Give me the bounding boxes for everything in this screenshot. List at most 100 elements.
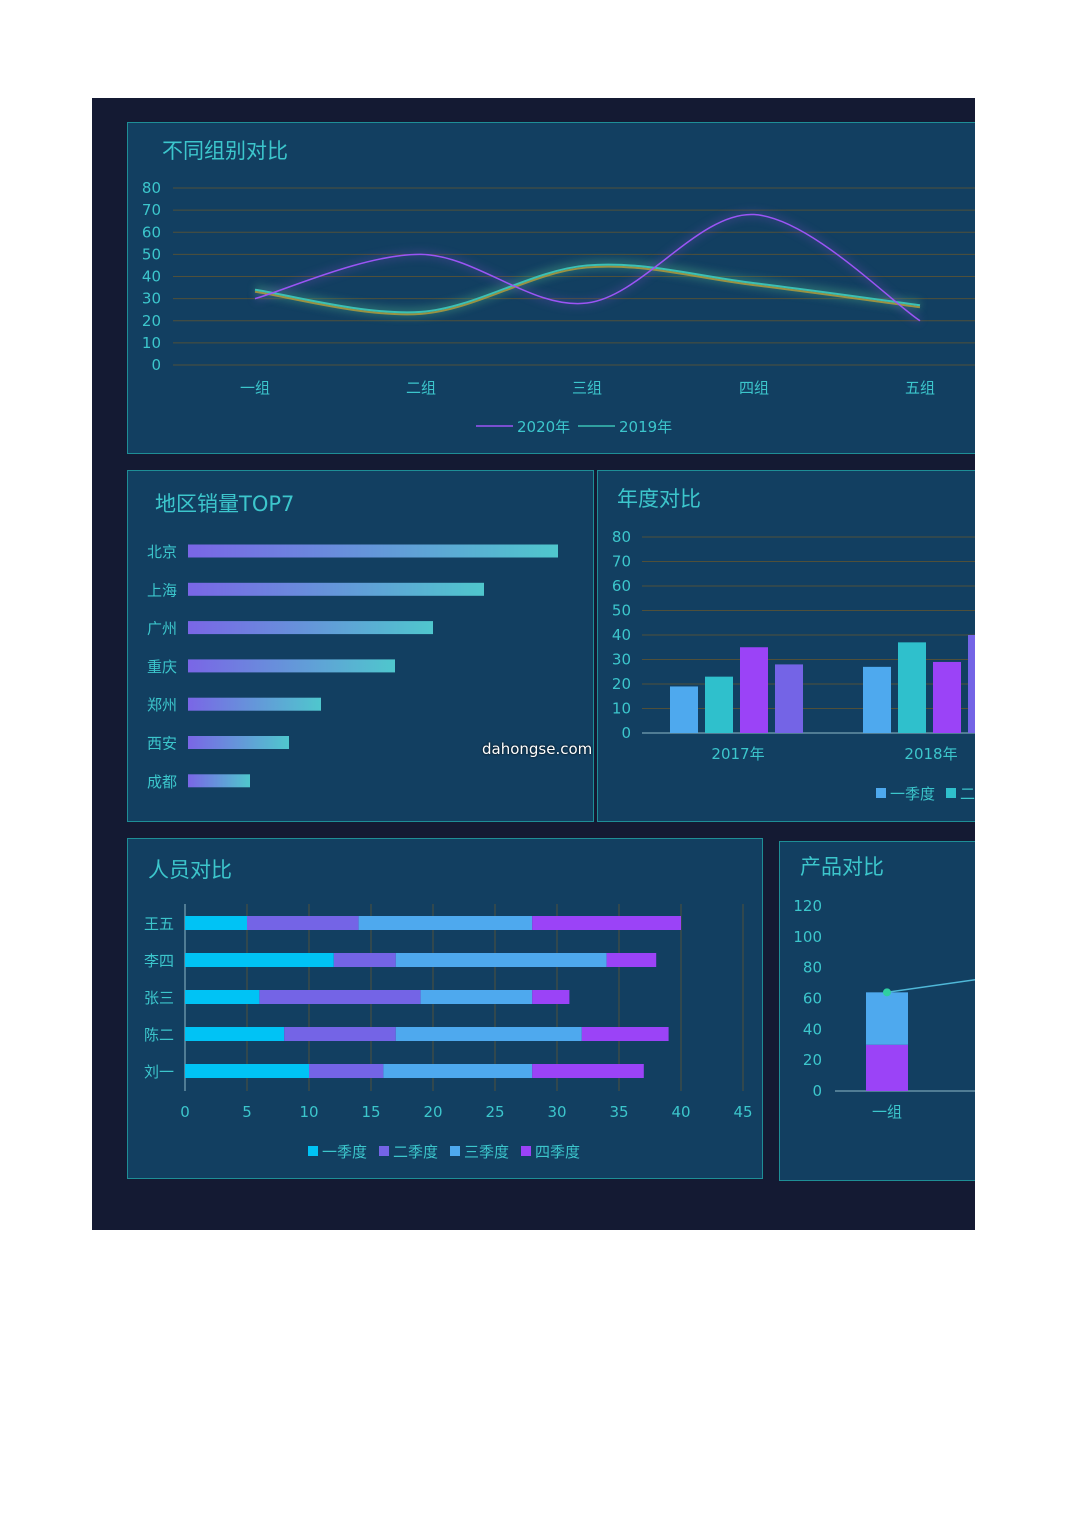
region-bar [188,582,484,596]
x-tick-label: 三组 [572,379,602,397]
region-bar [188,544,558,558]
series-line-2019-shade [254,265,921,316]
people-bar-segment [259,990,421,1004]
y-tick-label: 60 [803,990,822,1008]
y-tick-label: 80 [612,528,631,546]
y-tick-label: 60 [142,223,161,241]
y-tick-label: 0 [151,356,161,374]
y-tick-label: 20 [803,1051,822,1069]
x-tick-label: 2018年 [904,745,957,763]
category-label: 刘一 [144,1063,174,1081]
people-bar-segment [185,916,247,930]
legend-label: 2020年 [517,418,570,436]
people-bar-segment [606,953,657,967]
product-comparison-panel: 产品对比 0 20 40 60 80 100 120 一组 [779,841,975,1181]
y-tick-label: 100 [793,928,822,946]
people-bar-segment [420,990,533,1004]
x-tick-label: 10 [299,1103,318,1121]
category-label: 李四 [144,952,174,970]
y-tick-label: 50 [612,602,631,620]
legend-label: 二季度 [960,785,975,803]
region-bar [188,659,395,673]
people-bar-segment [581,1027,669,1041]
year-bar [933,661,961,733]
y-tick-label: 30 [142,290,161,308]
people-comparison-panel: 人员对比 0 5 10 15 20 25 30 35 40 45 王五 李四 张三 陈二 刘一 一季度 二季度 三… [127,838,763,1179]
y-tick-label: 0 [621,724,631,742]
year-column-chart: 010203040506070802017年2018年一季度二季度三季度四季度 [612,528,975,803]
legend-swatch [308,1146,318,1156]
people-bar-segment [185,1027,285,1041]
panel-title: 产品对比 [800,855,884,879]
product-line [886,979,975,994]
people-bar-segment [395,953,607,967]
people-bar-segment [284,1027,396,1041]
legend-swatch [450,1146,460,1156]
series-line-2020 [254,213,921,322]
y-tick-label: 10 [142,334,161,352]
series-line-2019 [254,263,921,314]
y-tick-label: 20 [142,312,161,330]
y-tick-label: 30 [612,651,631,669]
people-bar-segment [532,990,570,1004]
x-tick-label: 四组 [739,379,769,397]
category-label: 西安 [147,735,177,753]
year-bar [968,635,975,733]
category-label: 张三 [144,989,174,1007]
group-line-chart: 0 10 20 30 40 50 60 70 80 一组 二组 三组 四组 五组 2020年 2019年 [142,179,975,436]
people-bar-segment [532,916,681,930]
product-line-point [883,988,891,997]
x-tick-label: 5 [242,1103,252,1121]
year-bar [775,664,803,733]
category-label: 广州 [147,620,177,638]
people-bar-segment [185,953,334,967]
y-tick-label: 70 [142,201,161,219]
legend-label: 一季度 [322,1143,367,1161]
y-tick-label: 10 [612,700,631,718]
dashboard: 不同组别对比 0 10 20 30 40 50 60 70 80 一组 二组 三组 四组 五组 2020年 2… [92,98,975,1230]
legend-swatch [521,1146,531,1156]
product-combo-chart: 0 20 40 60 80 100 120 一组 [793,897,975,1121]
panel-title: 年度对比 [617,487,701,511]
people-bar-segment [185,990,260,1004]
panel-title: 地区销量TOP7 [155,492,295,516]
panel-title: 不同组别对比 [162,139,288,163]
group-comparison-panel: 不同组别对比 0 10 20 30 40 50 60 70 80 一组 二组 三组 四组 五组 2020年 2… [127,122,975,454]
x-tick-label: 15 [361,1103,380,1121]
legend-label: 三季度 [464,1143,509,1161]
year-bar [740,647,768,733]
legend-label: 四季度 [535,1143,580,1161]
y-tick-label: 40 [803,1020,822,1038]
y-tick-label: 0 [812,1082,822,1100]
x-tick-label: 20 [423,1103,442,1121]
legend-label: 2019年 [619,418,672,436]
x-tick-label: 40 [671,1103,690,1121]
year-bar [863,666,891,733]
x-tick-label: 30 [547,1103,566,1121]
legend-swatch [876,788,886,798]
x-tick-label: 一组 [240,379,270,397]
category-label: 重庆 [147,658,177,676]
y-tick-label: 120 [793,897,822,915]
y-tick-label: 80 [142,179,161,197]
y-tick-label: 70 [612,553,631,571]
region-bar [188,736,289,749]
region-top7-panel: 地区销量TOP7 北京 上海 广州 重庆 郑州 西安 成都 [127,470,594,822]
legend-swatch [379,1146,389,1156]
y-tick-label: 50 [142,245,161,263]
watermark-text: dahongse.com [482,740,593,758]
x-tick-label: 五组 [905,379,935,397]
y-tick-label: 80 [803,959,822,977]
region-bar [188,621,433,635]
people-bar-segment [333,953,396,967]
y-tick-label: 40 [142,268,161,286]
panel-title: 人员对比 [148,858,232,882]
region-bar [188,774,250,788]
legend-label: 一季度 [890,785,935,803]
category-label: 郑州 [147,696,177,714]
y-tick-label: 60 [612,577,631,595]
legend-swatch [946,788,956,798]
people-bar-segment [532,1064,644,1078]
